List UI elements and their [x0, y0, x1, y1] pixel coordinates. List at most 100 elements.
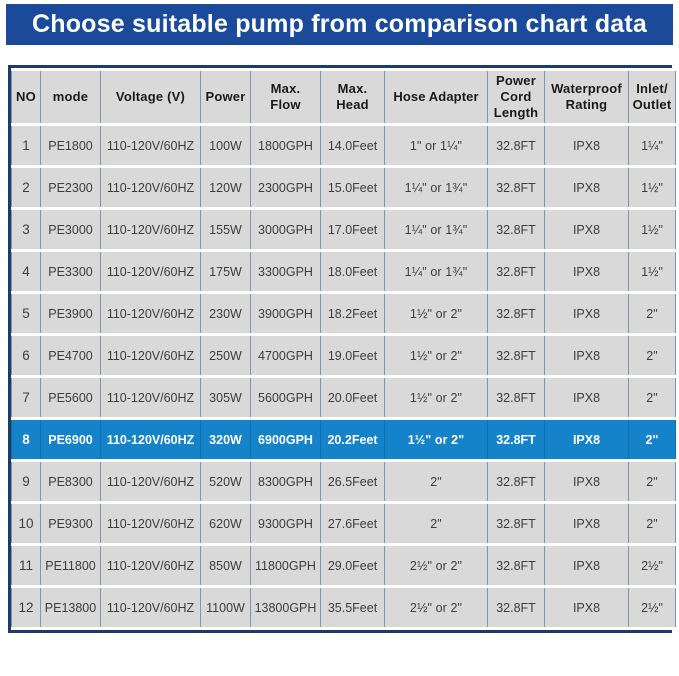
- table-row: 11 PE11800 110-120V/60HZ 850W 11800GPH 2…: [11, 543, 676, 588]
- cell-no: 3: [11, 207, 41, 252]
- cell-inlet-outlet: 2": [628, 375, 676, 420]
- cell-max-flow: 4700GPH: [250, 333, 321, 378]
- cell-max-flow: 3000GPH: [250, 207, 321, 252]
- cell-inlet-outlet: 2½": [628, 585, 676, 630]
- cell-cord-length: 32.8FT: [487, 333, 545, 378]
- table-row: 1 PE1800 110-120V/60HZ 100W 1800GPH 14.0…: [11, 123, 676, 168]
- cell-hose-adapter: 1¼" or 1¾": [384, 165, 488, 210]
- cell-max-flow: 8300GPH: [250, 459, 321, 504]
- cell-max-head: 35.5Feet: [320, 585, 385, 630]
- cell-cord-length: 32.8FT: [487, 501, 545, 546]
- cell-power: 850W: [200, 543, 251, 588]
- cell-power: 155W: [200, 207, 251, 252]
- cell-no: 7: [11, 375, 41, 420]
- table-row: 4 PE3300 110-120V/60HZ 175W 3300GPH 18.0…: [11, 249, 676, 294]
- cell-max-head: 19.0Feet: [320, 333, 385, 378]
- cell-mode: PE3900: [40, 291, 101, 336]
- cell-inlet-outlet: 2": [628, 291, 676, 336]
- cell-voltage: 110-120V/60HZ: [100, 459, 201, 504]
- cell-voltage: 110-120V/60HZ: [100, 543, 201, 588]
- cell-mode: PE8300: [40, 459, 101, 504]
- cell-max-flow: 3300GPH: [250, 249, 321, 294]
- cell-inlet-outlet: 2": [628, 459, 676, 504]
- cell-no: 11: [11, 543, 41, 588]
- cell-voltage: 110-120V/60HZ: [100, 123, 201, 168]
- cell-no: 8: [11, 417, 41, 462]
- cell-waterproof: IPX8: [544, 249, 629, 294]
- cell-cord-length: 32.8FT: [487, 123, 545, 168]
- cell-hose-adapter: 1½" or 2": [384, 333, 488, 378]
- cell-mode: PE6900: [40, 417, 101, 462]
- cell-max-head: 20.0Feet: [320, 375, 385, 420]
- cell-max-head: 20.2Feet: [320, 417, 385, 462]
- cell-voltage: 110-120V/60HZ: [100, 207, 201, 252]
- cell-max-head: 26.5Feet: [320, 459, 385, 504]
- cell-hose-adapter: 2½" or 2": [384, 585, 488, 630]
- cell-voltage: 110-120V/60HZ: [100, 375, 201, 420]
- cell-max-flow: 3900GPH: [250, 291, 321, 336]
- pump-comparison-table: NO mode Voltage (V) Power Max. Flow Max.…: [11, 68, 676, 630]
- col-header-max-head: Max. Head: [320, 68, 385, 126]
- cell-waterproof: IPX8: [544, 375, 629, 420]
- table-row: 2 PE2300 110-120V/60HZ 120W 2300GPH 15.0…: [11, 165, 676, 210]
- cell-max-head: 18.2Feet: [320, 291, 385, 336]
- table-row: 5 PE3900 110-120V/60HZ 230W 3900GPH 18.2…: [11, 291, 676, 336]
- table-header: NO mode Voltage (V) Power Max. Flow Max.…: [11, 68, 676, 126]
- cell-voltage: 110-120V/60HZ: [100, 249, 201, 294]
- cell-inlet-outlet: 2": [628, 501, 676, 546]
- cell-hose-adapter: 2": [384, 459, 488, 504]
- cell-inlet-outlet: 2": [628, 333, 676, 378]
- cell-max-flow: 5600GPH: [250, 375, 321, 420]
- cell-waterproof: IPX8: [544, 459, 629, 504]
- cell-hose-adapter: 2½" or 2": [384, 543, 488, 588]
- col-header-waterproof: Waterproof Rating: [544, 68, 629, 126]
- table-row: 10 PE9300 110-120V/60HZ 620W 9300GPH 27.…: [11, 501, 676, 546]
- cell-max-flow: 6900GPH: [250, 417, 321, 462]
- cell-cord-length: 32.8FT: [487, 249, 545, 294]
- cell-waterproof: IPX8: [544, 501, 629, 546]
- cell-cord-length: 32.8FT: [487, 585, 545, 630]
- cell-max-head: 27.6Feet: [320, 501, 385, 546]
- cell-inlet-outlet: 1½": [628, 165, 676, 210]
- cell-no: 9: [11, 459, 41, 504]
- cell-no: 12: [11, 585, 41, 630]
- cell-voltage: 110-120V/60HZ: [100, 291, 201, 336]
- col-header-no: NO: [11, 68, 41, 126]
- cell-no: 4: [11, 249, 41, 294]
- cell-mode: PE3300: [40, 249, 101, 294]
- cell-waterproof: IPX8: [544, 123, 629, 168]
- cell-mode: PE5600: [40, 375, 101, 420]
- cell-waterproof: IPX8: [544, 165, 629, 210]
- cell-cord-length: 32.8FT: [487, 543, 545, 588]
- cell-power: 520W: [200, 459, 251, 504]
- cell-no: 10: [11, 501, 41, 546]
- table-row: 8 PE6900 110-120V/60HZ 320W 6900GPH 20.2…: [11, 417, 676, 462]
- banner-title: Choose suitable pump from comparison cha…: [6, 4, 673, 45]
- cell-cord-length: 32.8FT: [487, 291, 545, 336]
- cell-mode: PE3000: [40, 207, 101, 252]
- cell-max-head: 15.0Feet: [320, 165, 385, 210]
- header-row: NO mode Voltage (V) Power Max. Flow Max.…: [11, 68, 676, 126]
- cell-max-head: 17.0Feet: [320, 207, 385, 252]
- col-header-voltage: Voltage (V): [100, 68, 201, 126]
- cell-no: 5: [11, 291, 41, 336]
- cell-mode: PE9300: [40, 501, 101, 546]
- cell-max-flow: 11800GPH: [250, 543, 321, 588]
- cell-power: 175W: [200, 249, 251, 294]
- cell-hose-adapter: 1½" or 2": [384, 417, 488, 462]
- cell-cord-length: 32.8FT: [487, 165, 545, 210]
- cell-max-flow: 9300GPH: [250, 501, 321, 546]
- cell-cord-length: 32.8FT: [487, 207, 545, 252]
- cell-hose-adapter: 1¼" or 1¾": [384, 249, 488, 294]
- cell-power: 305W: [200, 375, 251, 420]
- cell-power: 620W: [200, 501, 251, 546]
- cell-max-head: 18.0Feet: [320, 249, 385, 294]
- cell-mode: PE1800: [40, 123, 101, 168]
- cell-no: 1: [11, 123, 41, 168]
- col-header-mode: mode: [40, 68, 101, 126]
- cell-waterproof: IPX8: [544, 207, 629, 252]
- cell-hose-adapter: 1½" or 2": [384, 375, 488, 420]
- cell-voltage: 110-120V/60HZ: [100, 585, 201, 630]
- cell-hose-adapter: 1" or 1¼": [384, 123, 488, 168]
